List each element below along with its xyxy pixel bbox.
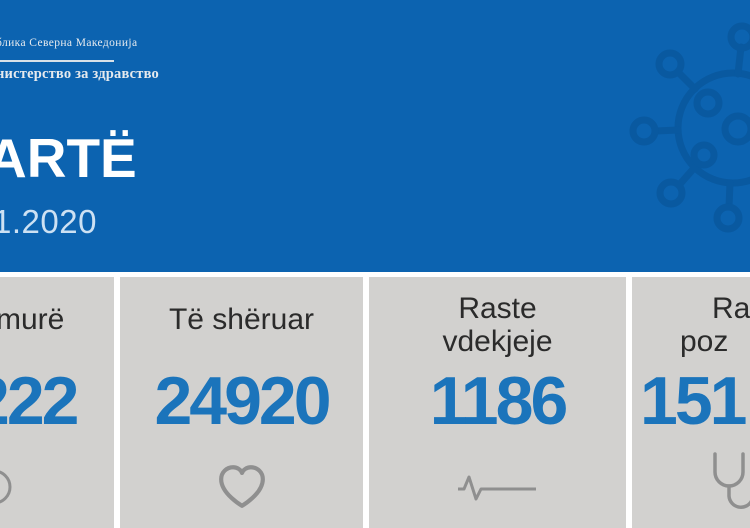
stat-card-positive: Ra poz 151 <box>632 277 750 528</box>
stat-label-line2: poz <box>680 325 729 358</box>
stat-card-deaths: Raste vdekjeje 1186 <box>369 277 626 528</box>
report-date: 1.2020 <box>0 203 97 240</box>
heart-icon <box>218 465 265 508</box>
stat-label-line2: vdekjeje <box>442 325 553 358</box>
ministry-separator-line <box>0 60 114 62</box>
hero-band: блика Северна Македонија нистерство за з… <box>0 0 750 272</box>
stat-label: Të shëruar <box>168 303 315 336</box>
stat-label: murë <box>0 303 65 336</box>
stat-card-recovered: Të shëruar 24920 <box>120 277 363 528</box>
day-title: ARTË <box>0 127 137 189</box>
stat-value: 222 <box>0 363 79 439</box>
ministry-org-line2: нистерство за здравство <box>0 66 159 82</box>
circle-icon <box>0 470 12 504</box>
ministry-org-line1: блика Северна Македонија <box>0 37 138 49</box>
coronavirus-icon <box>629 22 750 233</box>
stethoscope-icon <box>713 452 750 509</box>
stat-value: 151 <box>640 363 747 439</box>
stat-label: Raste vdekjeje <box>369 292 626 358</box>
stat-value: 1186 <box>429 363 569 439</box>
stat-label-line1: Raste <box>458 292 537 325</box>
stat-label-line1: Ra <box>712 292 750 325</box>
heartbeat-icon <box>457 475 536 501</box>
stat-value: 24920 <box>154 363 331 439</box>
stat-card-sick: murë 222 <box>0 277 114 528</box>
